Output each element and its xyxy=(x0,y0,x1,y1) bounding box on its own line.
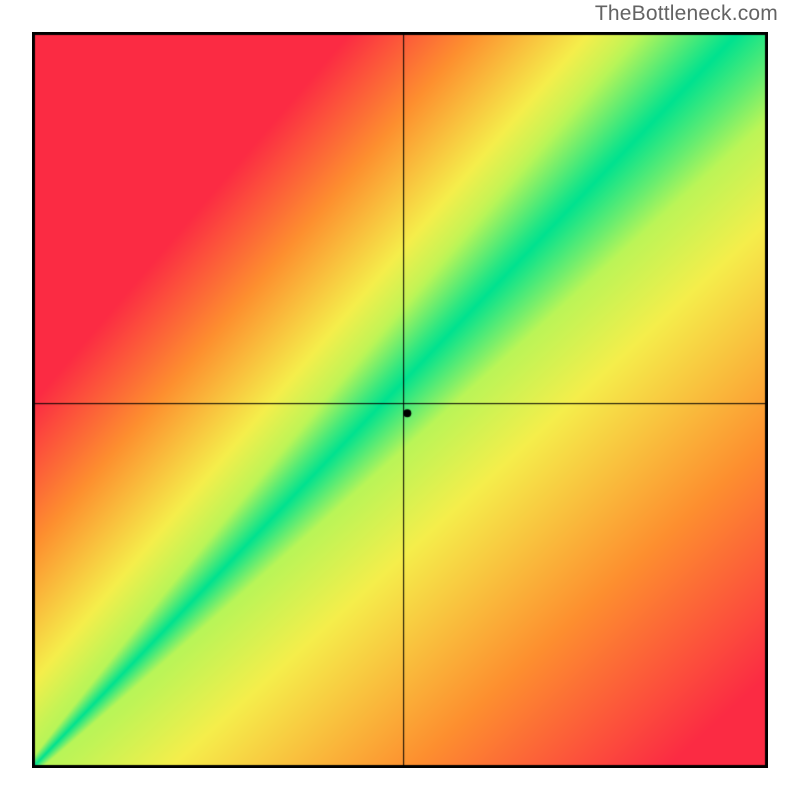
heatmap-canvas xyxy=(32,32,768,768)
watermark-text: TheBottleneck.com xyxy=(595,2,778,26)
heatmap-container: TheBottleneck.com xyxy=(0,0,800,800)
